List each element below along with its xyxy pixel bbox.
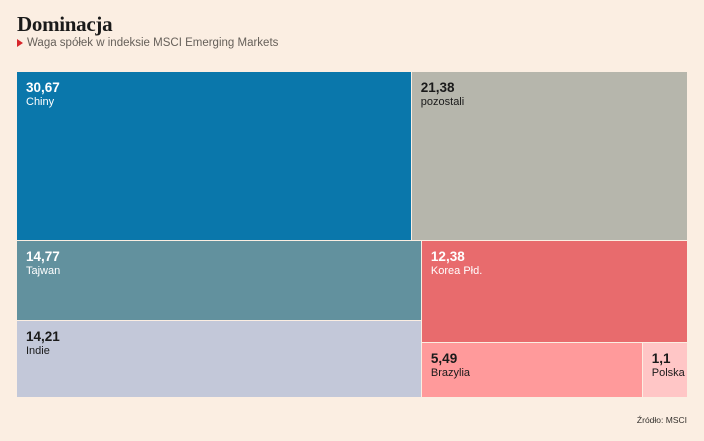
- tile-pozostali: 21,38 pozostali: [411, 71, 688, 242]
- tile-value: 14,21: [26, 328, 60, 344]
- tile-value: 5,49: [430, 350, 458, 366]
- tile-value: 30,67: [26, 80, 60, 95]
- tile-value: 1,1: [651, 350, 671, 366]
- tile-chiny: 30,67 Chiny: [16, 71, 413, 242]
- chart-subtitle-text: Waga spółek w indeksie MSCI Emerging Mar…: [27, 37, 279, 49]
- tile-label: Polska: [651, 366, 685, 379]
- tile-label: Tajwan: [26, 265, 61, 278]
- tile-label: pozostali: [420, 96, 465, 108]
- tile-indie: 14,21 Indie: [16, 320, 423, 398]
- red-triangle-icon: [17, 39, 23, 47]
- tile-label: Korea Płd.: [430, 265, 483, 278]
- tile-label: Indie: [26, 344, 50, 357]
- chart-title: Dominacja: [17, 12, 113, 36]
- tile-brazylia: 5,49 Brazylia: [421, 342, 644, 398]
- tile-tajwan: 14,77 Tajwan: [16, 240, 423, 322]
- tile-label: Chiny: [26, 96, 55, 108]
- tile-korea-płd: 12,38 Korea Płd.: [421, 240, 688, 344]
- tile-value: 21,38: [420, 80, 455, 95]
- tile-value: 14,77: [26, 249, 60, 265]
- tile-value: 12,38: [430, 249, 465, 265]
- tile-polska: 1,1 Polska: [642, 342, 688, 398]
- chart-subtitle: Waga spółek w indeksie MSCI Emerging Mar…: [17, 37, 278, 49]
- source-note: Źródło: MSCI: [636, 415, 687, 425]
- tile-label: Brazylia: [430, 366, 471, 379]
